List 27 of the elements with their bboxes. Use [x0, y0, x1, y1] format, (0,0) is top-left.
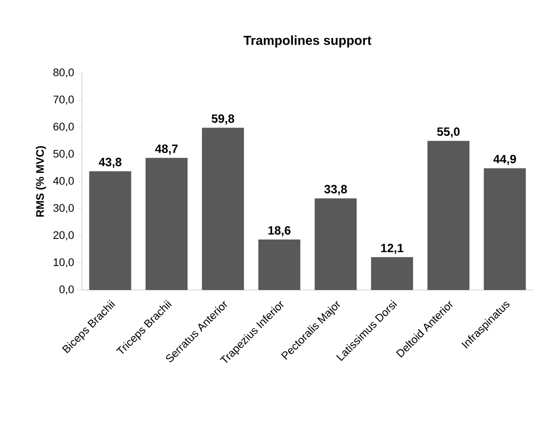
y-tick-label: 60,0 [53, 122, 74, 132]
data-label: 18,6 [268, 226, 291, 236]
y-tick-label: 80,0 [53, 68, 74, 78]
bar [371, 257, 414, 290]
bar [427, 140, 470, 290]
data-label: 59,8 [212, 114, 234, 125]
y-tick-label: 50,0 [53, 150, 74, 159]
bar [258, 240, 300, 290]
data-label: 44,9 [493, 154, 516, 165]
y-tick-label: 70,0 [53, 96, 74, 105]
data-label: 48,7 [155, 144, 178, 155]
y-tick-label: 20,0 [53, 231, 74, 240]
y-tick-label: 0,0 [59, 285, 74, 295]
data-label: 43,8 [98, 158, 122, 168]
data-label: 33,8 [324, 184, 347, 196]
bar [314, 198, 357, 290]
y-axis-title: RMS (% MVC) [36, 146, 46, 217]
bar [484, 168, 526, 290]
data-label: 12,1 [381, 244, 404, 254]
bar [202, 128, 244, 290]
bar [146, 158, 188, 290]
bar [89, 171, 132, 290]
y-tick-label: 10,0 [54, 258, 74, 268]
data-label: 55,0 [437, 127, 460, 138]
y-tick-label: 40,0 [53, 176, 74, 186]
chart-title: Trampolines support [244, 35, 372, 48]
y-tick-label: 30,0 [53, 204, 74, 214]
